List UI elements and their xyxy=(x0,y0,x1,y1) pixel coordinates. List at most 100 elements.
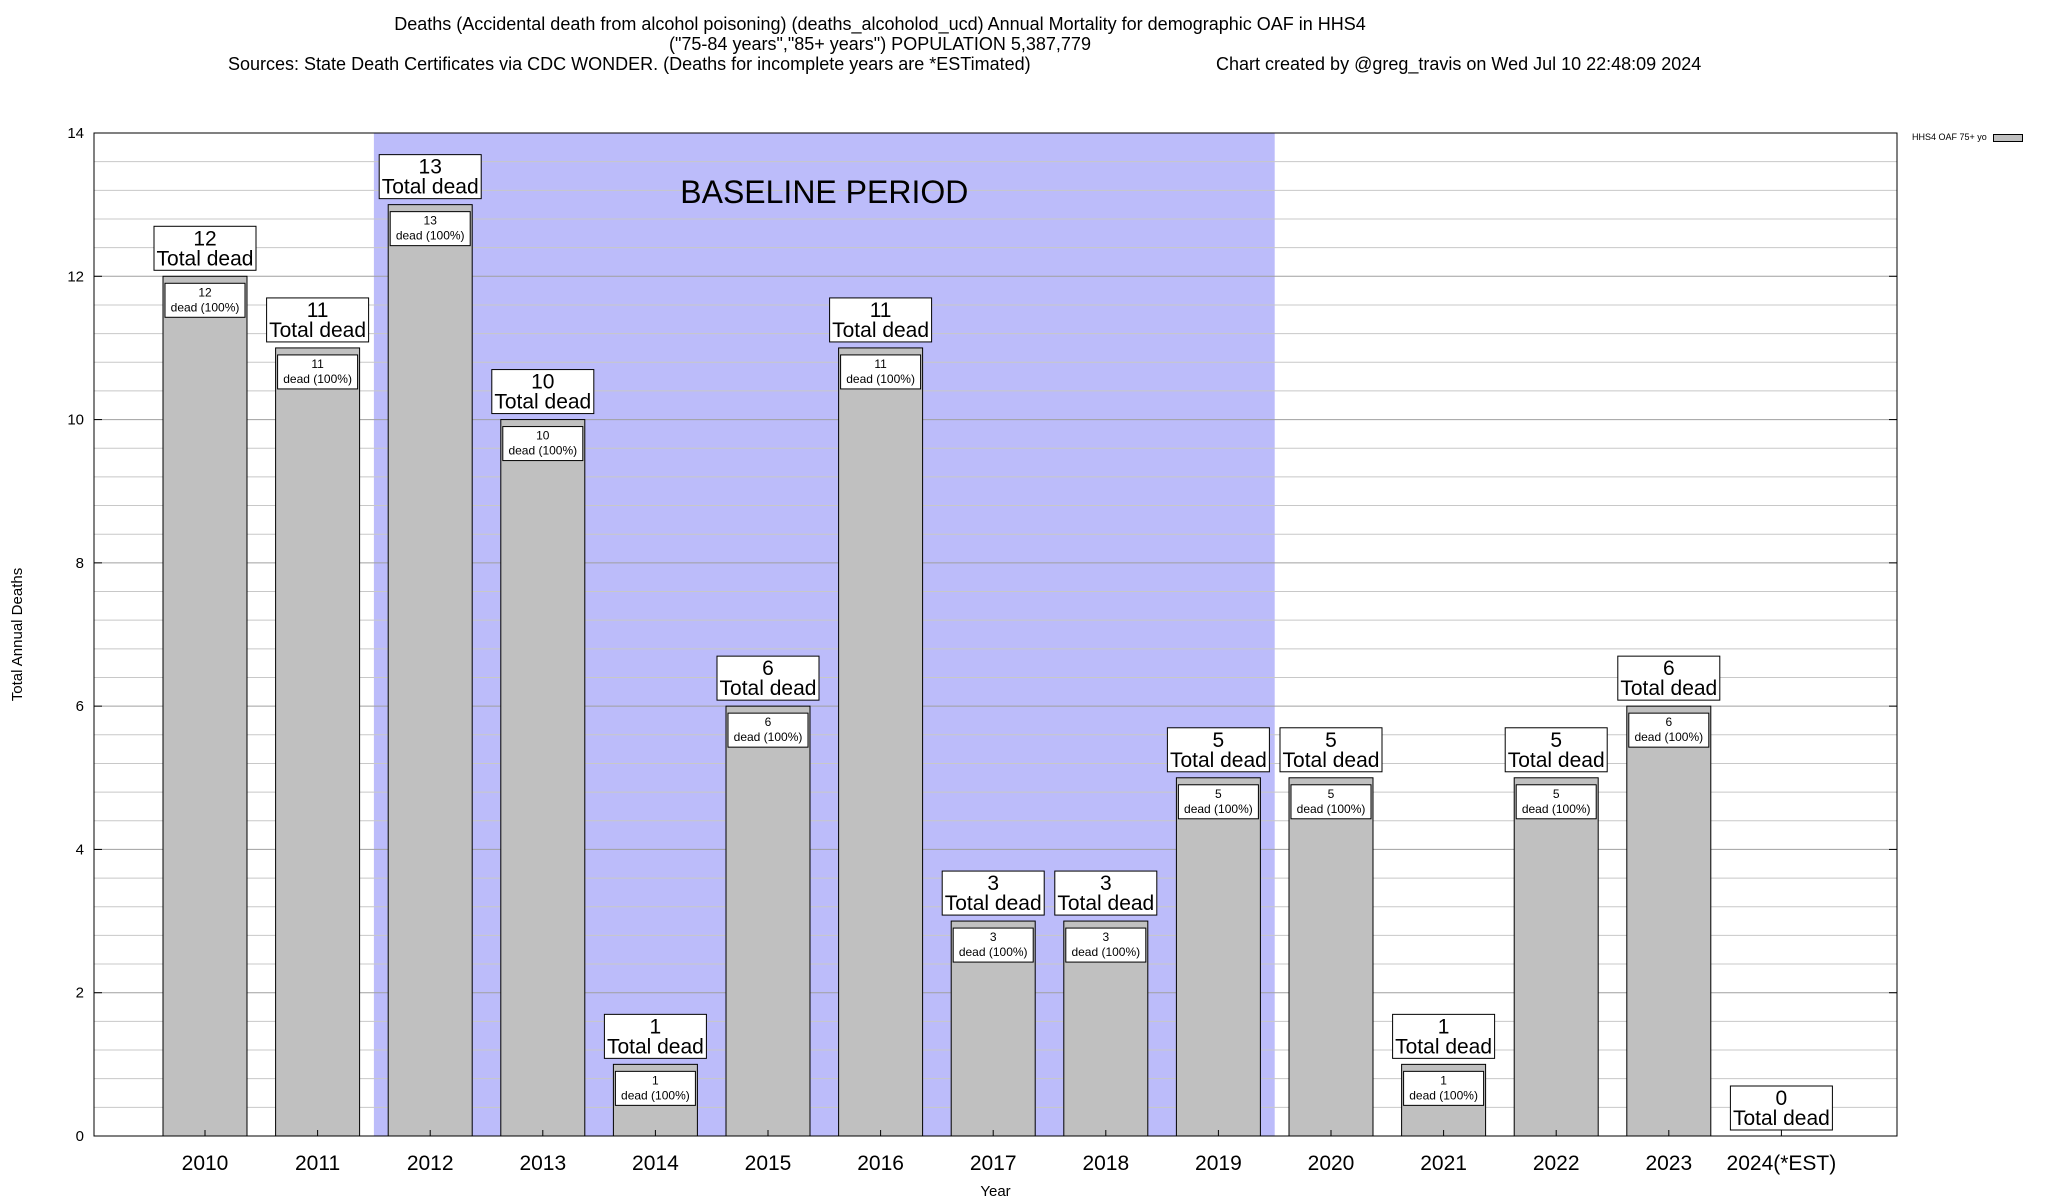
y-tick-label: 6 xyxy=(76,698,84,715)
x-tick-label: 2010 xyxy=(182,1152,229,1175)
bar-inner-count: 5 xyxy=(1215,787,1222,801)
bar-total-label-box xyxy=(1279,727,1383,773)
bar-total-label-box xyxy=(491,369,595,415)
bar-total-label: Total dead xyxy=(1733,1107,1830,1130)
bar-inner-label-box xyxy=(1628,712,1710,748)
bar-total-count: 13 xyxy=(419,156,442,179)
bar-inner-label: dead (100%) xyxy=(1184,802,1253,816)
x-tick-label: 2016 xyxy=(857,1152,904,1175)
bar-total-label-box xyxy=(829,297,933,343)
bar-inner-count: 11 xyxy=(874,357,887,371)
bar-total-label-box xyxy=(1504,727,1608,773)
bar-total-label-box xyxy=(1166,727,1270,773)
bar-inner-label-box xyxy=(1290,784,1372,820)
bar-inner-label: dead (100%) xyxy=(1634,730,1703,744)
bar-inner-label: dead (100%) xyxy=(734,730,803,744)
bar-inner-label-box xyxy=(614,1070,696,1106)
y-tick-label: 14 xyxy=(67,125,84,142)
bar-inner-label: dead (100%) xyxy=(1071,945,1140,959)
y-axis-label: Total Annual Deaths xyxy=(9,568,26,701)
y-tick-label: 12 xyxy=(67,268,84,285)
bar-total-label-box xyxy=(1054,870,1158,916)
bar xyxy=(1626,705,1712,1137)
bar-inner-label: dead (100%) xyxy=(396,229,465,243)
bar xyxy=(500,419,586,1137)
bar xyxy=(1513,777,1599,1137)
bar-inner-count: 5 xyxy=(1553,787,1560,801)
bar-inner-count: 12 xyxy=(198,285,212,299)
bar-inner-count: 5 xyxy=(1328,787,1335,801)
bar-inner-label-box xyxy=(277,354,359,390)
bar-inner-label: dead (100%) xyxy=(959,945,1028,959)
bar-total-count: 3 xyxy=(1100,872,1112,895)
bar-total-label: Total dead xyxy=(1508,749,1605,772)
bar-total-label: Total dead xyxy=(157,247,254,270)
bar-total-label: Total dead xyxy=(382,176,479,199)
bar-inner-count: 6 xyxy=(1665,715,1672,729)
bar-inner-label-box xyxy=(502,426,584,462)
x-tick-label: 2024(*EST) xyxy=(1727,1152,1837,1175)
bar-inner-count: 3 xyxy=(990,930,997,944)
bar-inner-label-box xyxy=(1403,1070,1485,1106)
bar-total-label: Total dead xyxy=(1620,677,1717,700)
chart-sources-line: Sources: State Death Certificates via CD… xyxy=(228,54,1031,74)
bar-inner-label-box xyxy=(1515,784,1597,820)
x-tick-label: 2013 xyxy=(519,1152,566,1175)
bar-total-label: Total dead xyxy=(1283,749,1380,772)
bar-total-count: 11 xyxy=(870,299,892,322)
bar-inner-count: 11 xyxy=(311,357,324,371)
bar-total-count: 5 xyxy=(1325,729,1337,752)
bar-total-label: Total dead xyxy=(1395,1035,1492,1058)
bar-total-label-box xyxy=(716,655,820,701)
y-tick-label: 10 xyxy=(67,412,84,429)
x-tick-label: 2021 xyxy=(1420,1152,1467,1175)
bar-total-label-box xyxy=(153,225,257,271)
bar-inner-label: dead (100%) xyxy=(1297,802,1366,816)
bar-inner-label: dead (100%) xyxy=(1409,1088,1478,1102)
bar-total-label-box xyxy=(941,870,1045,916)
bar-inner-count: 6 xyxy=(765,715,772,729)
bar xyxy=(1288,777,1374,1137)
chart-title-line-2: ("75-84 years","85+ years") POPULATION 5… xyxy=(669,34,1091,54)
bar-total-count: 5 xyxy=(1213,729,1225,752)
bar-inner-label-box xyxy=(727,712,809,748)
y-tick-label: 2 xyxy=(76,985,84,1002)
bar-total-label: Total dead xyxy=(1170,749,1267,772)
bar-total-label-box xyxy=(603,1013,707,1059)
bar-total-label-box xyxy=(1729,1085,1833,1131)
bar-inner-count: 1 xyxy=(1440,1073,1447,1087)
bar-total-label-box xyxy=(1617,655,1721,701)
y-tick-label: 8 xyxy=(76,555,84,572)
bar-inner-label-box xyxy=(164,282,246,318)
x-tick-label: 2017 xyxy=(970,1152,1017,1175)
bar-total-label: Total dead xyxy=(269,319,366,342)
bar-total-label: Total dead xyxy=(720,677,817,700)
baseline-period-label: BASELINE PERIOD xyxy=(680,174,968,210)
bar-inner-label: dead (100%) xyxy=(1522,802,1591,816)
bar-inner-count: 10 xyxy=(536,429,550,443)
bar xyxy=(725,705,811,1137)
bar-total-count: 3 xyxy=(987,872,999,895)
y-tick-label: 4 xyxy=(76,841,84,858)
bar-inner-label-box xyxy=(952,927,1034,963)
x-tick-label: 2023 xyxy=(1645,1152,1692,1175)
bar-inner-label: dead (100%) xyxy=(171,300,240,314)
chart-created-credit: Chart created by @greg_travis on Wed Jul… xyxy=(1216,54,1702,74)
bar-inner-label-box xyxy=(389,211,471,247)
chart-title-line-1: Deaths (Accidental death from alcohol po… xyxy=(394,14,1366,34)
bar-inner-label-box xyxy=(1177,784,1259,820)
bar-total-count: 6 xyxy=(1663,657,1675,680)
x-tick-label: 2018 xyxy=(1082,1152,1129,1175)
legend-swatch xyxy=(1992,133,2023,142)
bar-total-label: Total dead xyxy=(945,892,1042,915)
bar-total-label-box xyxy=(266,297,370,343)
x-tick-label: 2014 xyxy=(632,1152,679,1175)
bar-inner-label: dead (100%) xyxy=(508,444,577,458)
bar-total-count: 12 xyxy=(193,227,216,250)
bar xyxy=(387,204,473,1137)
bar-inner-count: 3 xyxy=(1102,930,1109,944)
bar-total-label: Total dead xyxy=(1057,892,1154,915)
bar xyxy=(838,347,924,1137)
x-tick-label: 2019 xyxy=(1195,1152,1242,1175)
